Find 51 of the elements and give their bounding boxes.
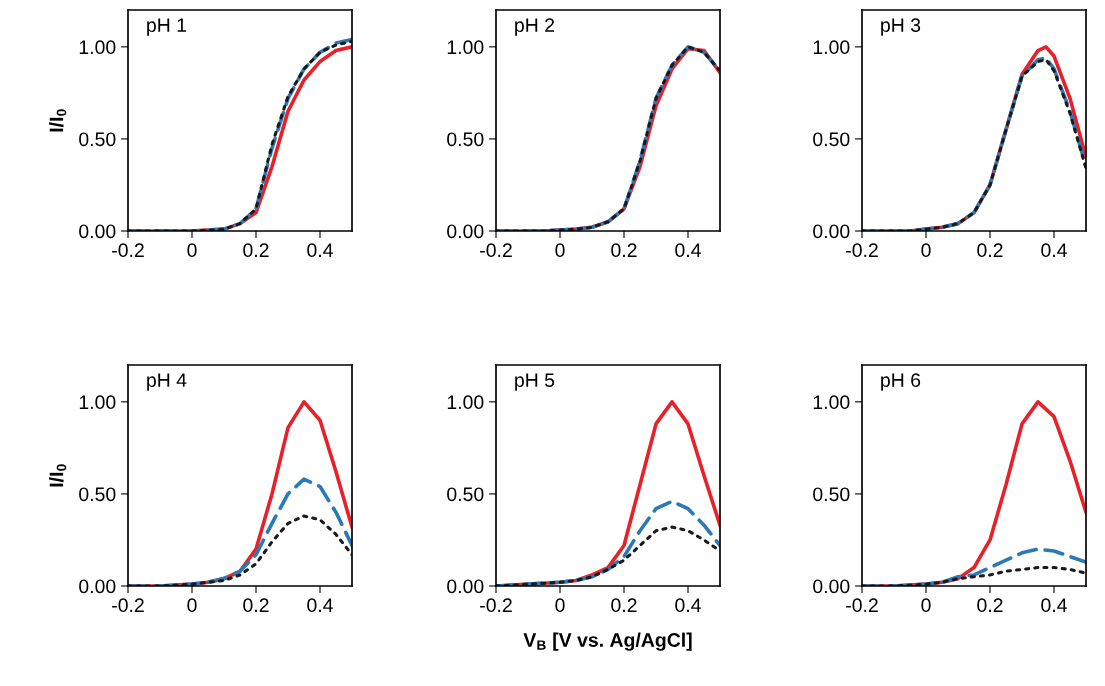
x-tick-label: 0 [187, 598, 197, 613]
x-axis-title: V$_{B}$ [V vs. Ag/AgCl] [523, 632, 692, 651]
y-tick-label: 0.00 [447, 579, 484, 594]
y-tick-label: 0.00 [79, 579, 116, 594]
y-tick-label: 0.00 [813, 224, 850, 239]
x-tick-label: -0.2 [846, 243, 878, 258]
y-tick-label: 1.00 [447, 40, 484, 55]
y-tick-label: 0.00 [813, 579, 850, 594]
x-tick-label: -0.2 [480, 243, 512, 258]
x-tick-label: -0.2 [112, 598, 144, 613]
chart-title: pH 2 [515, 18, 555, 36]
y-tick-label: 0.50 [79, 487, 116, 502]
y-tick-label: 0.50 [813, 132, 850, 147]
x-tick-label: -0.2 [480, 598, 512, 613]
x-tick-label: 0 [921, 243, 931, 258]
x-tick-label: 0.4 [307, 243, 333, 258]
y-tick-label: 1.00 [813, 395, 850, 410]
x-tick-label: 0.4 [307, 598, 333, 613]
y-tick-label: 0.50 [447, 132, 484, 147]
x-tick-label: 0 [555, 598, 565, 613]
x-tick-label: -0.2 [112, 243, 144, 258]
x-tick-label: 0.4 [1041, 598, 1067, 613]
y-tick-label: 0.50 [447, 487, 484, 502]
x-tick-label: 0 [921, 598, 931, 613]
chart-title: pH 4 [147, 373, 187, 391]
x-tick-label: 0.2 [977, 598, 1003, 613]
chart-title: pH 5 [515, 373, 555, 391]
x-tick-label: 0.2 [611, 598, 637, 613]
y-tick-label: 0.50 [813, 487, 850, 502]
x-tick-label: 0.4 [1041, 243, 1067, 258]
x-tick-label: 0 [187, 243, 197, 258]
chart-title: pH 3 [881, 18, 921, 36]
x-tick-label: 0.4 [675, 243, 701, 258]
x-tick-label: 0.2 [243, 598, 269, 613]
y-tick-label: 1.00 [447, 395, 484, 410]
x-tick-label: -0.2 [846, 598, 878, 613]
x-tick-label: 0 [555, 243, 565, 258]
chart-title: pH 1 [147, 18, 187, 36]
x-tick-label: 0.2 [611, 243, 637, 258]
x-tick-label: 0.2 [977, 243, 1003, 258]
y-axis-title: I/I$_{0}$ [49, 109, 67, 132]
y-tick-label: 1.00 [79, 395, 116, 410]
x-tick-label: 0.4 [675, 598, 701, 613]
chart-title: pH 6 [881, 373, 921, 391]
y-axis-title: I/I$_{0}$ [49, 464, 67, 487]
y-tick-label: 0.00 [447, 224, 484, 239]
y-tick-label: 0.00 [79, 224, 116, 239]
x-tick-label: 0.2 [243, 243, 269, 258]
y-tick-label: 0.50 [79, 132, 116, 147]
y-tick-label: 1.00 [813, 40, 850, 55]
y-tick-label: 1.00 [79, 40, 116, 55]
